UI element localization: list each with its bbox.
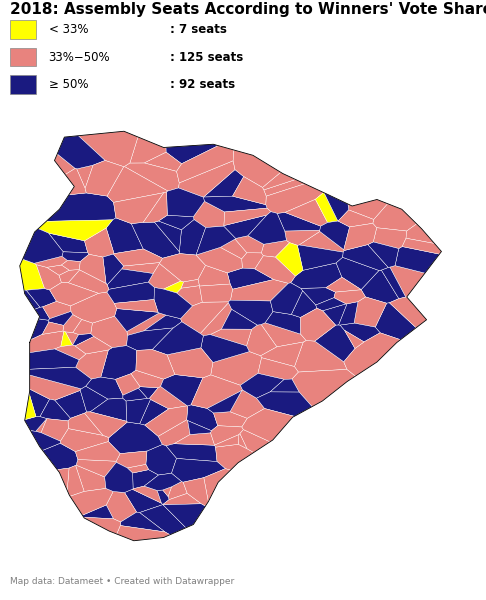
Text: 33%−50%: 33%−50% xyxy=(49,50,110,64)
Text: : 7 seats: : 7 seats xyxy=(170,23,227,36)
Text: < 33%: < 33% xyxy=(49,23,88,36)
FancyBboxPatch shape xyxy=(10,76,36,94)
Text: Map data: Datameet • Created with Datawrapper: Map data: Datameet • Created with Datawr… xyxy=(10,577,234,587)
Text: 2018: Assembly Seats According to Winners' Vote Share: 2018: Assembly Seats According to Winner… xyxy=(10,2,486,17)
FancyBboxPatch shape xyxy=(10,48,36,66)
Text: : 125 seats: : 125 seats xyxy=(170,50,243,64)
Text: : 92 seats: : 92 seats xyxy=(170,78,235,91)
Text: ≥ 50%: ≥ 50% xyxy=(49,78,88,91)
FancyBboxPatch shape xyxy=(10,20,36,39)
